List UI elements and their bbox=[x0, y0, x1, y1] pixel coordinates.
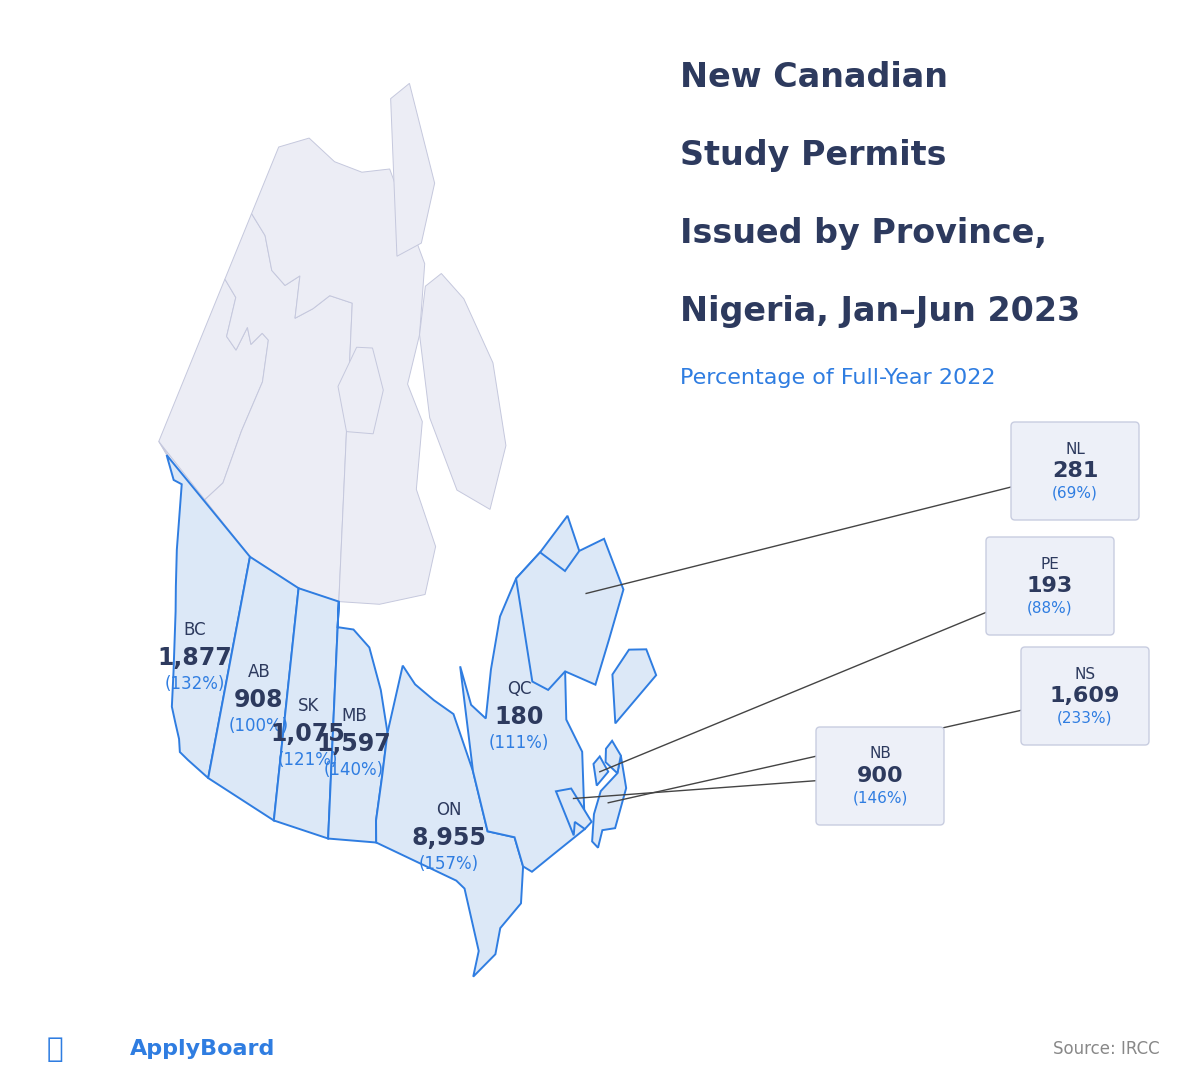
Text: 900: 900 bbox=[857, 766, 904, 786]
Text: 281: 281 bbox=[1052, 461, 1098, 481]
Text: (140%): (140%) bbox=[324, 760, 384, 779]
Polygon shape bbox=[460, 516, 586, 872]
Text: (132%): (132%) bbox=[164, 675, 224, 693]
Text: ON: ON bbox=[436, 802, 462, 819]
Text: (111%): (111%) bbox=[488, 734, 550, 752]
FancyBboxPatch shape bbox=[1021, 647, 1150, 745]
Text: Nigeria, Jan–Jun 2023: Nigeria, Jan–Jun 2023 bbox=[680, 295, 1080, 328]
Text: 908: 908 bbox=[234, 687, 283, 711]
Polygon shape bbox=[158, 279, 269, 504]
Text: 1,877: 1,877 bbox=[157, 646, 232, 670]
Text: Source: IRCC: Source: IRCC bbox=[1054, 1040, 1160, 1058]
Polygon shape bbox=[556, 789, 592, 836]
Text: 1,075: 1,075 bbox=[271, 722, 346, 746]
Text: Issued by Province,: Issued by Province, bbox=[680, 217, 1046, 250]
FancyBboxPatch shape bbox=[1012, 422, 1139, 520]
Text: AB: AB bbox=[247, 662, 270, 681]
Text: Percentage of Full-Year 2022: Percentage of Full-Year 2022 bbox=[680, 368, 996, 388]
Polygon shape bbox=[612, 649, 656, 723]
Text: NB: NB bbox=[869, 746, 890, 762]
Text: 180: 180 bbox=[494, 705, 544, 729]
Text: MB: MB bbox=[341, 707, 367, 724]
FancyBboxPatch shape bbox=[816, 727, 944, 825]
Text: ApplyBoard: ApplyBoard bbox=[130, 1039, 275, 1059]
Polygon shape bbox=[391, 83, 434, 256]
Text: (233%): (233%) bbox=[1057, 710, 1112, 726]
Text: Study Permits: Study Permits bbox=[680, 139, 947, 172]
Text: 8,955: 8,955 bbox=[412, 827, 486, 851]
Polygon shape bbox=[338, 347, 383, 434]
Text: NS: NS bbox=[1074, 667, 1096, 682]
Text: (88%): (88%) bbox=[1027, 600, 1073, 615]
Polygon shape bbox=[376, 666, 523, 976]
Polygon shape bbox=[328, 601, 388, 842]
Polygon shape bbox=[420, 274, 506, 509]
Polygon shape bbox=[594, 756, 608, 786]
Polygon shape bbox=[274, 588, 338, 839]
Text: New Canadian: New Canadian bbox=[680, 61, 948, 94]
Text: SK: SK bbox=[298, 697, 319, 716]
Text: PE: PE bbox=[1040, 556, 1060, 572]
Text: NL: NL bbox=[1066, 442, 1085, 456]
Text: QC: QC bbox=[506, 680, 532, 698]
Text: (157%): (157%) bbox=[419, 855, 479, 874]
Text: 1,609: 1,609 bbox=[1050, 686, 1120, 706]
Text: (100%): (100%) bbox=[229, 717, 289, 734]
Polygon shape bbox=[252, 139, 436, 604]
Text: BC: BC bbox=[184, 621, 206, 639]
Polygon shape bbox=[606, 741, 620, 774]
Text: (146%): (146%) bbox=[852, 791, 907, 805]
FancyBboxPatch shape bbox=[986, 537, 1114, 635]
Text: (121%): (121%) bbox=[278, 752, 338, 769]
Polygon shape bbox=[158, 214, 353, 601]
Text: 1,597: 1,597 bbox=[317, 732, 391, 756]
Polygon shape bbox=[208, 556, 299, 820]
Text: (69%): (69%) bbox=[1052, 485, 1098, 501]
Text: Ⓡ: Ⓡ bbox=[47, 1035, 64, 1063]
Polygon shape bbox=[592, 756, 626, 848]
Polygon shape bbox=[516, 539, 624, 690]
Text: 193: 193 bbox=[1027, 576, 1073, 596]
Polygon shape bbox=[167, 455, 250, 778]
